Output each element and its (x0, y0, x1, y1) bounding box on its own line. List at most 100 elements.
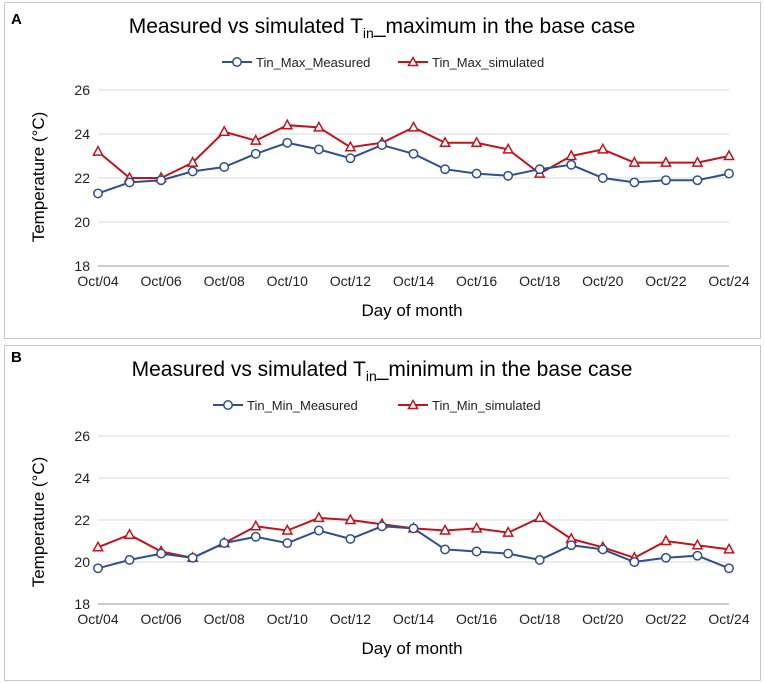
data-point-Tin_Min_simulated (312, 511, 325, 523)
data-point-Tin_Max_Measured (534, 164, 545, 175)
x-tick-label: Oct/08 (204, 273, 245, 289)
data-point-Tin_Max_Measured (503, 170, 514, 181)
data-point-Tin_Max_simulated (723, 149, 735, 161)
data-point-Tin_Max_Measured (219, 162, 230, 172)
data-point-Tin_Min_Measured (313, 525, 324, 536)
legend-label-measured: Tin_Max_Measured (256, 55, 370, 70)
data-point-Tin_Min_simulated (439, 523, 451, 535)
data-point-Tin_Max_Measured (282, 137, 293, 148)
data-point-Tin_Max_Measured (124, 177, 135, 188)
data-point-Tin_Max_Measured (724, 168, 734, 179)
chart-title-suffix: _maximum in the base case (373, 15, 635, 38)
x-tick-label: Oct/06 (140, 611, 181, 627)
x-tick-label: Oct/04 (77, 273, 118, 289)
y-tick-label: 22 (74, 170, 90, 186)
data-point-Tin_Max_simulated (344, 140, 357, 152)
data-point-Tin_Min_Measured (219, 538, 230, 549)
data-point-Tin_Min_Measured (156, 548, 167, 559)
y-tick-label: 26 (74, 428, 90, 444)
data-point-Tin_Max_Measured (660, 175, 671, 186)
data-point-Tin_Min_Measured (124, 554, 135, 565)
data-point-Tin_Min_simulated (249, 519, 262, 531)
data-point-Tin_Max_simulated (439, 136, 451, 148)
data-point-Tin_Max_simulated (218, 125, 231, 137)
data-point-Tin_Min_simulated (660, 534, 672, 546)
data-point-Tin_Min_Measured (345, 533, 356, 544)
chart-title-main: Measured vs simulated T (129, 15, 363, 38)
x-tick-label: Oct/12 (330, 273, 371, 289)
x-tick-label: Oct/24 (708, 273, 749, 289)
data-point-Tin_Min_Measured (724, 563, 734, 574)
data-point-Tin_Min_Measured (440, 544, 450, 555)
panel-label: A (11, 11, 22, 28)
x-axis-label: Day of month (361, 301, 462, 320)
data-point-Tin_Max_Measured (250, 148, 261, 159)
y-tick-label: 20 (74, 214, 90, 230)
data-point-Tin_Max_simulated (565, 149, 578, 161)
x-tick-label: Oct/04 (77, 611, 118, 627)
panel-label: B (11, 349, 22, 366)
data-point-Tin_Max_Measured (597, 173, 608, 183)
data-point-Tin_Max_Measured (566, 159, 577, 170)
y-tick-label: 24 (74, 126, 90, 142)
data-point-Tin_Max_Measured (93, 188, 103, 199)
data-point-Tin_Min_Measured (250, 531, 261, 542)
panel-b-frame (4, 345, 761, 681)
panel-a-frame (4, 2, 761, 339)
x-axis-label: Day of month (361, 639, 462, 658)
legend-marker-simulated (407, 398, 419, 410)
x-tick-label: Oct/18 (519, 273, 560, 289)
data-point-Tin_Min_simulated (92, 540, 104, 552)
y-tick-label: 18 (74, 596, 90, 612)
x-tick-label: Oct/14 (393, 611, 434, 627)
legend-marker-measured (232, 57, 242, 67)
data-point-Tin_Min_simulated (123, 528, 136, 539)
y-axis-label: Temperature (°C) (29, 112, 48, 243)
data-point-Tin_Min_Measured (471, 546, 482, 557)
data-point-Tin_Min_simulated (533, 511, 546, 523)
chart-title-subscript: in (363, 25, 374, 41)
legend: Tin_Max_Measured Tin_Max_simulated (222, 55, 544, 70)
data-point-Tin_Min_simulated (502, 526, 515, 537)
data-point-Tin_Max_simulated (660, 156, 672, 167)
y-tick-label: 18 (74, 258, 90, 274)
data-point-Tin_Max_simulated (502, 142, 515, 154)
data-point-Tin_Min_Measured (282, 538, 293, 549)
x-tick-label: Oct/20 (582, 273, 623, 289)
data-point-Tin_Min_simulated (281, 523, 294, 535)
x-tick-label: Oct/10 (267, 273, 308, 289)
data-point-Tin_Min_simulated (723, 542, 735, 554)
x-tick-label: Oct/14 (393, 273, 434, 289)
legend-marker-measured (223, 400, 233, 410)
data-point-Tin_Min_simulated (691, 538, 704, 550)
data-point-Tin_Min_Measured (660, 552, 671, 563)
data-point-Tin_Min_Measured (597, 544, 608, 555)
data-point-Tin_Max_simulated (186, 156, 199, 167)
data-point-Tin_Max_simulated (92, 145, 104, 156)
x-tick-label: Oct/16 (456, 273, 497, 289)
data-point-Tin_Min_Measured (629, 557, 640, 567)
data-point-Tin_Min_Measured (692, 550, 703, 561)
legend-label-simulated: Tin_Max_simulated (432, 55, 544, 70)
chart-title-suffix: _minimum in the base case (376, 358, 633, 381)
data-point-Tin_Min_Measured (566, 540, 577, 551)
data-point-Tin_Max_simulated (691, 156, 704, 167)
y-tick-label: 20 (74, 554, 90, 570)
chart-title: Measured vs simulated Tin_maximum in the… (129, 15, 636, 41)
x-tick-label: Oct/16 (456, 611, 497, 627)
x-tick-label: Oct/10 (267, 611, 308, 627)
data-point-Tin_Max_simulated (249, 134, 262, 145)
data-point-Tin_Min_Measured (93, 563, 103, 574)
data-point-Tin_Max_Measured (156, 175, 167, 186)
data-point-Tin_Max_simulated (281, 118, 294, 130)
x-tick-label: Oct/24 (708, 611, 749, 627)
legend-label-measured: Tin_Min_Measured (247, 398, 358, 413)
data-point-Tin_Min_Measured (377, 521, 387, 532)
x-tick-label: Oct/18 (519, 611, 560, 627)
data-point-Tin_Max_Measured (692, 175, 703, 186)
data-point-Tin_Max_simulated (312, 120, 325, 132)
data-point-Tin_Max_simulated (470, 136, 483, 148)
y-tick-label: 22 (74, 512, 90, 528)
